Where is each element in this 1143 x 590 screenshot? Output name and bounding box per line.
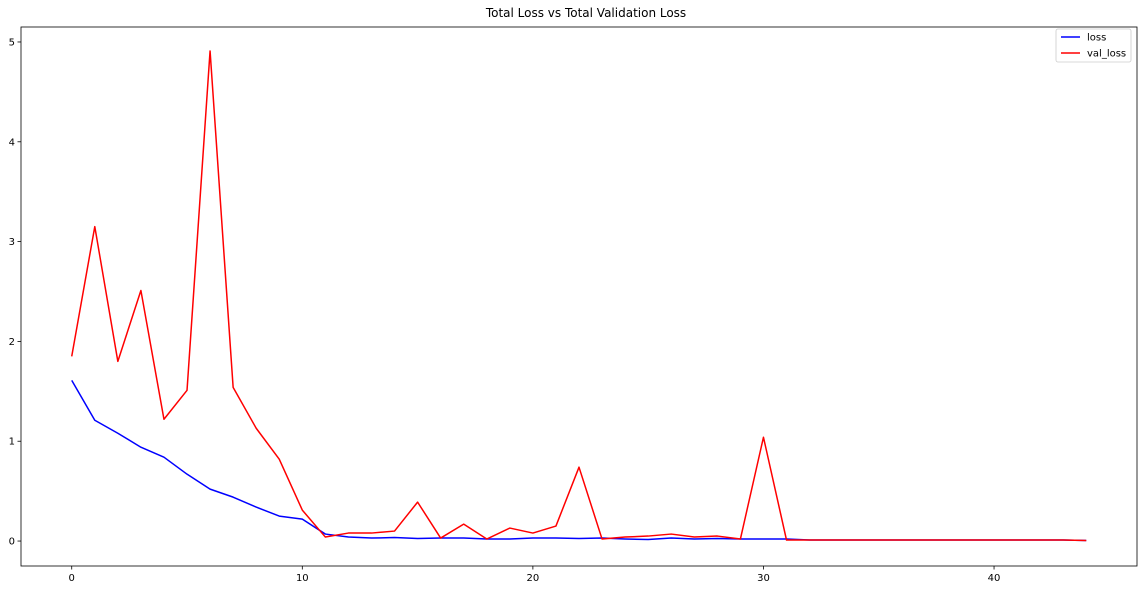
y-tick-label: 5: [9, 37, 15, 48]
chart-title: Total Loss vs Total Validation Loss: [485, 6, 686, 20]
y-tick-label: 4: [9, 137, 15, 148]
x-tick-label: 40: [988, 573, 1001, 584]
y-tick-label: 3: [9, 237, 15, 248]
y-tick-label: 2: [9, 337, 15, 348]
legend: loss val_loss: [1055, 28, 1132, 63]
legend-label-val-loss: val_loss: [1087, 49, 1126, 60]
x-tick-label: 0: [69, 573, 75, 584]
plot-area: [70, 50, 1087, 542]
y-tick-label: 0: [9, 537, 15, 548]
axes: 0 10 20 30 40 0 1 2 3 4 5: [9, 26, 1138, 584]
legend-label-loss: loss: [1087, 33, 1106, 44]
x-tick-label: 30: [757, 573, 770, 584]
y-tick-label: 1: [9, 437, 15, 448]
axes-frame: [20, 26, 1138, 567]
series-line-val-loss: [70, 50, 1087, 542]
x-tick-label: 20: [527, 573, 540, 584]
x-tick-label: 10: [296, 573, 309, 584]
